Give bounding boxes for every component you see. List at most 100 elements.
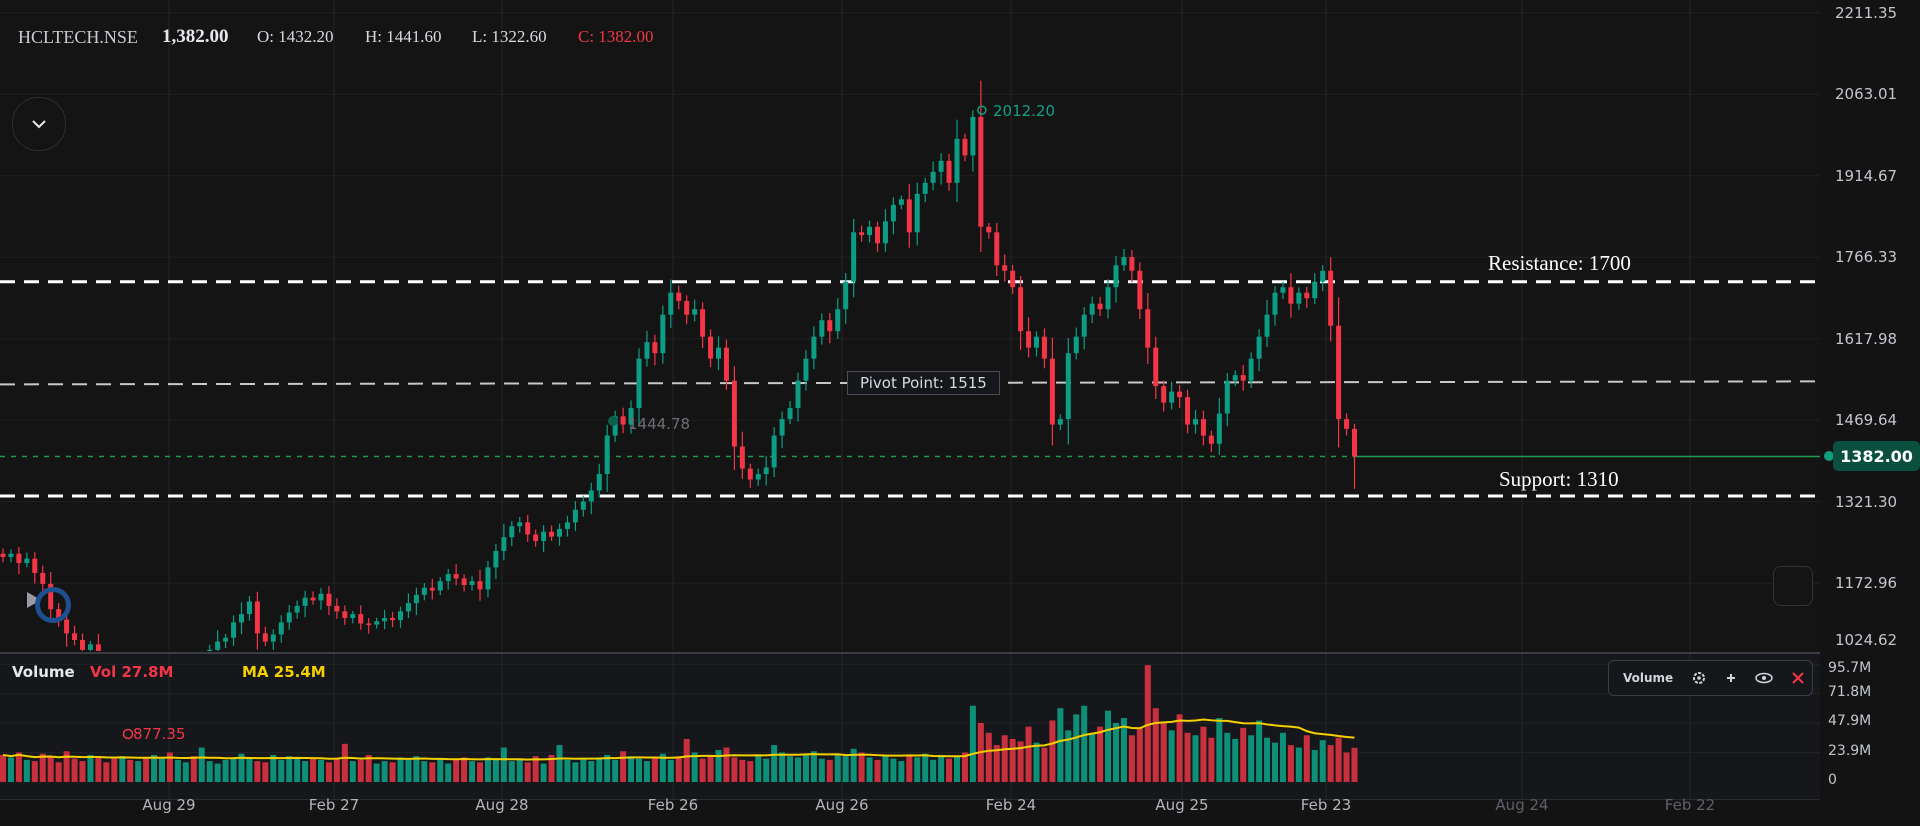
candle-body	[1185, 397, 1191, 425]
volume-bar	[55, 762, 62, 782]
volume-bar	[381, 761, 388, 782]
volume-bar	[930, 759, 937, 782]
volume-bar	[1279, 732, 1286, 782]
volume-bar	[461, 757, 468, 782]
volume-bar	[1160, 722, 1167, 782]
volume-bar	[532, 756, 539, 782]
volume-bar	[651, 757, 658, 782]
candle-body	[72, 633, 78, 640]
volume-bar	[842, 756, 849, 782]
volume-legend-label: Volume	[1623, 671, 1674, 685]
volume-axis-label: 95.7M	[1828, 660, 1872, 676]
candle-body	[469, 581, 475, 586]
candle-body	[652, 342, 658, 354]
volume-bar	[492, 758, 499, 782]
volume-bar	[1001, 735, 1008, 782]
volume-bar	[1033, 742, 1040, 782]
chart-tool-button[interactable]	[1773, 566, 1813, 606]
time-axis-label: Aug 28	[475, 796, 529, 814]
candle-body	[1288, 287, 1294, 304]
candle-body	[994, 232, 1000, 266]
candle-body	[1105, 287, 1111, 310]
volume-axis-label: 47.9M	[1828, 713, 1872, 730]
volume-bar	[127, 759, 134, 782]
low-value: L: 1322.60	[472, 27, 547, 46]
volume-bar	[349, 761, 356, 782]
pivot-line	[0, 380, 1820, 386]
time-axis-label: Feb 22	[1664, 796, 1716, 814]
last-price: 1,382.00	[162, 26, 229, 47]
time-axis-label: Feb 23	[1300, 796, 1352, 814]
candle-body	[1232, 375, 1238, 381]
volume-bar	[795, 757, 801, 782]
volume-bar	[1081, 705, 1088, 782]
volume-bar	[1128, 735, 1135, 782]
volume-pane[interactable]	[0, 652, 1820, 800]
candle-body	[1113, 265, 1119, 288]
candle-body	[477, 581, 483, 590]
volume-bar	[214, 763, 221, 782]
candle-body	[270, 634, 276, 642]
chevron-down-icon	[32, 120, 46, 129]
volume-bar	[707, 754, 714, 782]
volume-bar	[1256, 720, 1263, 782]
volume-bar	[882, 754, 889, 782]
candle-body	[604, 435, 610, 475]
candle-body	[1010, 270, 1016, 288]
volume-bar	[7, 757, 14, 782]
candle-body	[1057, 419, 1063, 425]
volume-bar	[15, 752, 22, 782]
volume-bar	[1287, 745, 1294, 782]
candle-body	[557, 528, 562, 537]
volume-bar	[1041, 747, 1048, 782]
candle-body	[588, 490, 594, 502]
candle-body	[843, 281, 849, 310]
price-axis-label: 2063.01	[1835, 85, 1898, 104]
volume-chart[interactable]	[0, 654, 1820, 799]
candle-body	[509, 526, 515, 538]
volume-bar	[1240, 727, 1247, 782]
volume-bar	[755, 754, 762, 782]
candle-body	[739, 446, 745, 469]
volume-bar	[254, 761, 261, 782]
candle-body	[1240, 375, 1246, 381]
candle-body	[636, 358, 642, 409]
volume-bar	[850, 748, 857, 782]
candle-body	[1169, 391, 1175, 403]
volume-bar	[643, 761, 650, 782]
plus-icon[interactable]	[1725, 672, 1737, 684]
candle-body	[525, 522, 531, 535]
close-icon[interactable]	[1791, 671, 1805, 685]
gear-icon[interactable]	[1691, 670, 1707, 686]
collapse-toggle-button[interactable]	[12, 97, 66, 151]
candle-body	[620, 416, 626, 425]
volume-bar	[636, 758, 642, 782]
eye-icon[interactable]	[1755, 672, 1773, 684]
candle-body	[437, 581, 443, 591]
candle-body	[898, 199, 904, 205]
price-axis-label: 1469.64	[1835, 411, 1898, 430]
price-axis[interactable]	[1820, 0, 1920, 826]
price-pane[interactable]	[0, 0, 1820, 651]
candle-body	[1280, 287, 1286, 293]
candle-body	[660, 314, 666, 354]
candlestick-chart[interactable]	[0, 0, 1820, 651]
candle-body	[882, 221, 888, 244]
volume-bar	[826, 759, 833, 782]
volume-bar	[278, 759, 285, 782]
volume-legend[interactable]: Volume	[1608, 660, 1813, 696]
candle-body	[262, 633, 268, 642]
volume-bar	[405, 759, 412, 782]
candle-body	[859, 232, 865, 236]
candle-body	[254, 601, 260, 634]
volume-bar	[1120, 718, 1127, 782]
volume-bar	[166, 752, 173, 782]
candle-body	[684, 300, 690, 315]
volume-bar	[71, 758, 78, 782]
candle-body	[930, 171, 936, 183]
volume-bar	[1216, 718, 1223, 782]
volume-bar	[31, 761, 38, 782]
volume-bar	[508, 761, 515, 782]
candle-body	[95, 644, 101, 651]
volume-bar	[1192, 735, 1199, 782]
